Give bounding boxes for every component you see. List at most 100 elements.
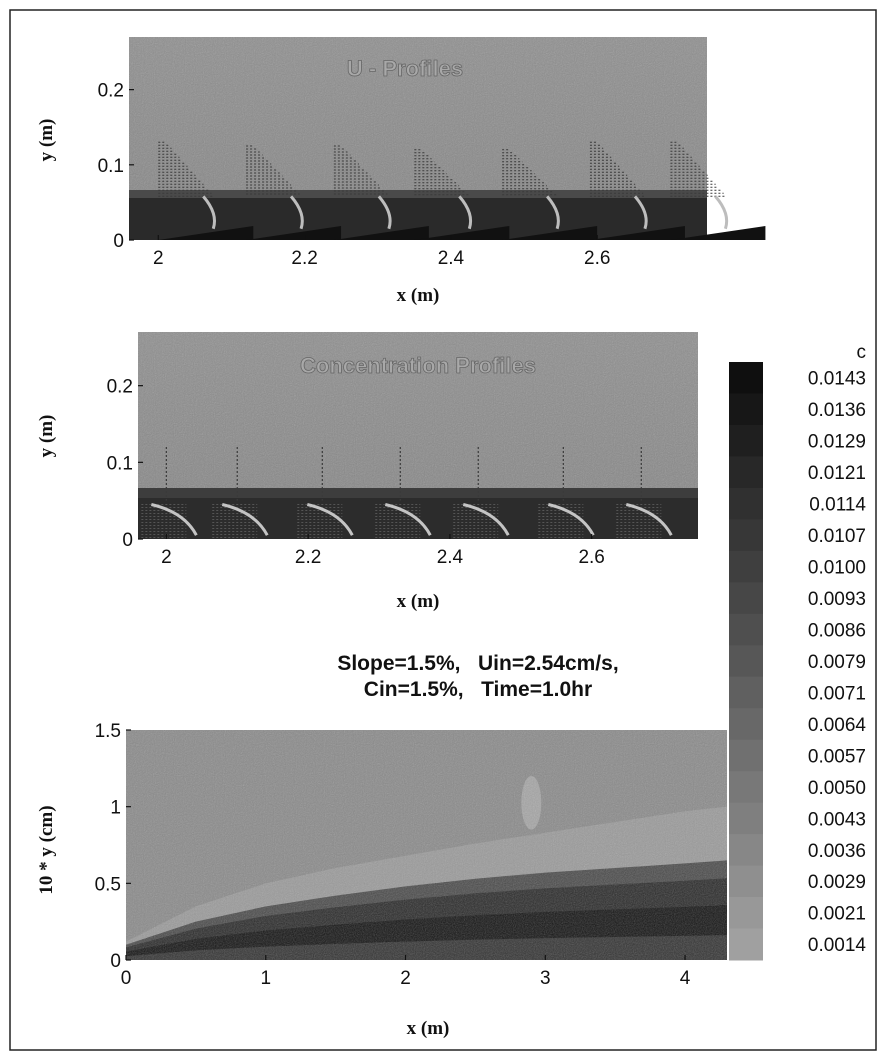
u-return-arc-6 [714, 195, 729, 230]
colorbar-level-label: 0.0121 [808, 463, 866, 484]
colorbar-level-label: 0.0079 [808, 652, 866, 673]
colorbar-swatch [729, 676, 763, 709]
c-profile-5 [538, 447, 595, 538]
colorbar-level-label: 0.0071 [808, 683, 866, 704]
colorbar-level-label: 0.0029 [808, 872, 866, 893]
colorbar-swatch [729, 708, 763, 741]
colorbar-level-label: 0.0043 [808, 809, 866, 830]
c-return-arc-1 [221, 503, 269, 536]
colorbar-swatch [729, 362, 763, 394]
u-y-axis-label: y (m) [36, 119, 57, 162]
colorbar-level-label: 0.0064 [808, 715, 867, 736]
u-lower-wedge-4 [502, 226, 598, 240]
heatmap-x-axis-label: x (m) [407, 1018, 450, 1039]
colorbar-swatch [729, 582, 763, 615]
c-return-arc-5 [547, 503, 595, 536]
colorbar-swatch [729, 645, 763, 678]
h-x-tick-label: 4 [680, 968, 691, 989]
concentration-profiles-panel: Concentration Profiles 2 2.2 2.4 2.6 0 0.1 0.… [36, 332, 698, 612]
u-y-tick-label: 0.2 [98, 81, 124, 102]
u-x-tick-label: 2.4 [438, 248, 465, 269]
h-y-tick-label: 0.5 [95, 874, 121, 895]
colorbar-level-label: 0.0136 [808, 400, 866, 421]
c-return-arc-2 [306, 503, 354, 536]
subtitle-line-1: Slope=1.5%, Uin=2.54cm/s, [337, 652, 618, 675]
c-profile-0 [141, 447, 198, 538]
u-profile-1 [246, 145, 300, 195]
c-x-tick-label: 2 [161, 547, 172, 568]
u-profile-lines [158, 141, 766, 240]
u-profiles-title: U - Profiles [347, 56, 463, 81]
u-return-arc-5 [633, 195, 648, 230]
colorbar-level-label: 0.0014 [808, 935, 867, 956]
colorbar-swatch [729, 613, 763, 646]
colorbar-label: c [857, 342, 867, 363]
colorbar-level-label: 0.0114 [809, 495, 866, 516]
colorbar-swatch [729, 928, 763, 961]
colorbar-swatch [729, 424, 763, 457]
c-profile-2 [297, 447, 354, 538]
u-lower-wedge-3 [414, 226, 510, 240]
u-y-tick-label: 0.1 [98, 156, 124, 177]
u-x-tick-label: 2.6 [584, 248, 610, 269]
h-y-tick-label: 1.5 [95, 721, 121, 742]
c-profile-1 [212, 447, 269, 538]
h-y-tick-label: 1 [110, 798, 121, 819]
u-lower-wedge-0 [158, 226, 254, 240]
u-return-arc-0 [202, 195, 217, 230]
u-return-arc-2 [377, 195, 392, 230]
colorbar-level-label: 0.0050 [808, 778, 866, 799]
u-return-arc-4 [545, 195, 560, 230]
heatmap-panel: 0 1 2 3 4 0 0.5 1 1.5 x (m) 10 * y (cm) [36, 721, 727, 1039]
colorbar-swatch [729, 519, 763, 552]
colorbar-level-label: 0.0100 [808, 558, 866, 579]
subtitle-line-2: Cin=1.5%, Time=1.0hr [364, 678, 592, 701]
c-return-arc-0 [151, 503, 198, 536]
colorbar-swatch [729, 456, 763, 489]
u-return-arc-3 [458, 195, 473, 230]
u-interface-band [129, 190, 707, 198]
colorbar-level-label: 0.0021 [808, 904, 866, 925]
c-return-arc-3 [384, 503, 432, 536]
u-profile-4 [502, 149, 557, 196]
u-profile-3 [414, 149, 469, 196]
c-profile-6 [616, 447, 673, 538]
u-profile-5 [589, 141, 646, 197]
c-return-arc-6 [625, 503, 673, 536]
colorbar-swatch [729, 771, 763, 804]
c-x-tick-label: 2.4 [437, 547, 464, 568]
colorbar-swatch [729, 739, 763, 772]
u-profile-2 [333, 145, 388, 195]
u-y-tick-label: 0 [113, 231, 124, 252]
c-return-arc-4 [462, 503, 510, 536]
u-profile-0 [158, 141, 215, 197]
u-x-axis-label: x (m) [397, 285, 440, 306]
c-x-tick-label: 2.2 [295, 547, 321, 568]
colorbar-swatch [729, 550, 763, 583]
colorbar-level-label: 0.0086 [808, 620, 866, 641]
u-x-tick-label: 2.2 [291, 248, 317, 269]
c-profile-4 [453, 447, 510, 538]
u-lower-wedge-1 [246, 226, 342, 240]
colorbar-swatch [729, 865, 763, 898]
c-x-axis-label: x (m) [397, 591, 440, 612]
u-return-arc-1 [289, 195, 304, 230]
c-profiles-title: Concentration Profiles [300, 353, 536, 378]
colorbar-level-label: 0.0129 [808, 432, 866, 453]
u-x-tick-label: 2 [153, 248, 164, 269]
colorbar-swatch [729, 834, 763, 867]
u-lower-wedge-2 [333, 226, 429, 240]
colorbar-swatch [729, 897, 763, 930]
h-x-tick-label: 1 [260, 968, 271, 989]
c-y-tick-label: 0 [122, 530, 133, 551]
c-x-tick-label: 2.6 [578, 547, 604, 568]
heatmap-y-axis-label: 10 * y (cm) [36, 805, 57, 894]
colorbar-level-label: 0.0143 [808, 369, 866, 390]
c-interface-band [138, 488, 698, 498]
h-y-tick-label: 0 [110, 951, 121, 972]
c-y-axis-label: y (m) [36, 415, 57, 458]
h-x-tick-label: 2 [400, 968, 411, 989]
u-profiles-panel: U - Profiles 2 2.2 2.4 2.6 0 0.1 0.2 x (m) y … [36, 37, 766, 306]
u-profile-6 [670, 141, 727, 197]
